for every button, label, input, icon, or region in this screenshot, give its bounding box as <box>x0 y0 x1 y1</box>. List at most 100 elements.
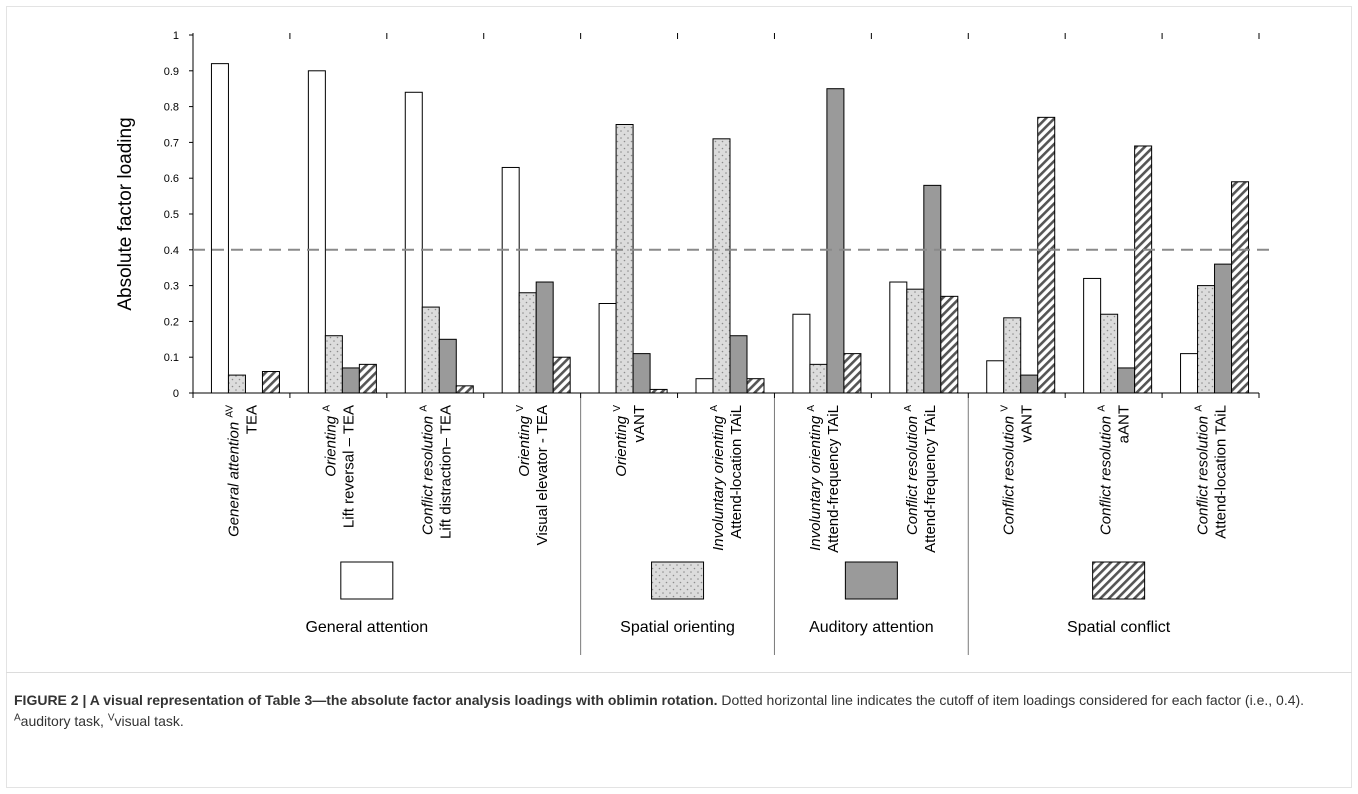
category-label: Conflict resolution A Attend-location TAi… <box>1194 405 1230 539</box>
category-measure: Conflict resolution A <box>1194 405 1212 535</box>
category-sup: AV <box>224 405 235 418</box>
category-measure-text: Involuntary orienting <box>710 412 727 551</box>
category-measure-text: Conflict resolution <box>904 412 921 535</box>
bar-dotted-1 <box>324 335 343 394</box>
caption-visual: visual task. <box>114 713 184 729</box>
category-measure-text: Conflict resolution <box>1098 412 1115 535</box>
bar-white-4 <box>598 303 617 394</box>
legend-swatch-white <box>340 561 394 600</box>
bars-layer <box>193 63 1269 394</box>
y-tick-label: 1 <box>173 30 179 42</box>
caption-sup-v: V <box>107 712 115 724</box>
y-tick-label: 0.1 <box>164 352 179 364</box>
category-measure: Conflict resolution V <box>1000 405 1018 535</box>
caption-title: A visual representation of Table 3—the a… <box>89 692 718 708</box>
bar-white-9 <box>1083 277 1102 394</box>
category-sup: A <box>709 405 720 412</box>
category-task: Visual elevator - TEA <box>534 405 551 545</box>
figure-caption: FIGURE 2 | A visual representation of Ta… <box>14 690 1344 732</box>
bar-gray-3 <box>535 281 554 394</box>
legend-swatch-gray <box>844 561 898 600</box>
y-tick-label: 0.4 <box>164 245 179 257</box>
category-label: General attention AV TEA <box>224 405 260 537</box>
caption-divider <box>6 672 1352 673</box>
category-task: Lift reversal – TEA <box>340 405 357 528</box>
bar-hatched-7 <box>940 295 959 394</box>
bar-white-1 <box>307 70 326 394</box>
category-sup: A <box>1097 405 1108 412</box>
category-label: Orienting V Visual elevator - TEA <box>515 405 551 546</box>
bar-hatched-1 <box>358 363 377 394</box>
legend-label: Spatial conflict <box>1067 619 1171 636</box>
caption-figure-number: FIGURE 2 | <box>14 692 87 708</box>
category-measure: Orienting A <box>321 405 339 477</box>
category-sup: A <box>806 405 817 412</box>
category-task: aANT <box>1116 405 1133 443</box>
category-measure: Conflict resolution A <box>1097 405 1115 535</box>
bar-dotted-4 <box>615 124 634 394</box>
factor-loading-chart: 0 0.1 0.2 0.3 0.4 0.5 0.6 0.7 0.8 0.9 1 Absolute fa… <box>115 30 1269 655</box>
category-measure: Orienting V <box>515 405 533 477</box>
bar-hatched-2 <box>455 385 474 394</box>
caption-sup-a: A <box>14 712 21 724</box>
category-label: Conflict resolution A Attend-frequency TA… <box>903 405 939 553</box>
category-sup: V <box>1000 405 1011 412</box>
bar-dotted-7 <box>906 288 925 394</box>
caption-text: Dotted horizontal line indicates the cut… <box>721 692 1305 708</box>
bar-dotted-5 <box>712 138 731 394</box>
legend-label: General attention <box>305 619 428 636</box>
bar-hatched-6 <box>843 353 862 394</box>
category-task: Lift distraction– TEA <box>437 405 454 539</box>
bar-hatched-9 <box>1134 145 1153 394</box>
y-tick-label: 0.5 <box>164 209 179 221</box>
category-measure: Involuntary orienting A <box>806 405 824 551</box>
category-task: Attend-frequency TAiL <box>825 405 842 553</box>
bar-gray-4 <box>632 353 651 394</box>
category-sup: A <box>1194 405 1205 412</box>
bar-dotted-0 <box>227 374 246 394</box>
bar-dotted-6 <box>809 363 828 394</box>
bar-white-3 <box>501 166 520 394</box>
category-sup: V <box>515 405 526 412</box>
bar-gray-5 <box>729 335 748 394</box>
category-labels-layer: General attention AV TEA Orienting A Lift r… <box>224 398 1230 655</box>
category-sup: V <box>612 405 623 412</box>
bar-white-2 <box>404 91 423 394</box>
category-label: Conflict resolution A Lift distraction– T… <box>418 405 454 539</box>
category-measure-text: Conflict resolution <box>1001 412 1018 535</box>
category-task: vANT <box>631 405 648 443</box>
bar-white-5 <box>695 378 714 394</box>
category-task: Attend-location TAiL <box>1213 405 1230 539</box>
bar-hatched-0 <box>261 371 280 394</box>
category-measure-text: Conflict resolution <box>419 412 436 535</box>
y-tick-label: 0.6 <box>164 173 179 185</box>
bar-white-10 <box>1180 353 1199 394</box>
legend-swatch-hatched <box>1092 561 1146 600</box>
bar-dotted-9 <box>1100 313 1119 394</box>
category-measure-text: Conflict resolution <box>1195 412 1212 535</box>
category-sup: A <box>321 405 332 412</box>
y-tick-label: 0 <box>173 388 179 400</box>
category-label: Involuntary orienting A Attend-frequency … <box>806 405 842 553</box>
bar-gray-1 <box>341 367 360 394</box>
category-measure: Involuntary orienting A <box>709 405 727 551</box>
bar-gray-7 <box>923 184 942 394</box>
bar-white-6 <box>792 313 811 394</box>
legend-swatch-dotted <box>651 561 705 600</box>
bar-hatched-8 <box>1037 116 1056 394</box>
category-label: Involuntary orienting A Attend-location T… <box>709 405 745 551</box>
y-axis-label: Absolute factor loading <box>115 117 136 310</box>
bar-gray-10 <box>1214 263 1233 394</box>
bar-white-7 <box>889 281 908 394</box>
y-tick-label: 0.8 <box>164 102 179 114</box>
y-tick-label: 0.7 <box>164 137 179 149</box>
category-task: vANT <box>1019 405 1036 443</box>
bar-gray-8 <box>1020 374 1039 394</box>
caption-auditory: auditory task, <box>20 713 104 729</box>
bar-hatched-3 <box>552 356 571 394</box>
bar-dotted-8 <box>1003 317 1022 394</box>
category-measure: Orienting V <box>612 405 630 477</box>
